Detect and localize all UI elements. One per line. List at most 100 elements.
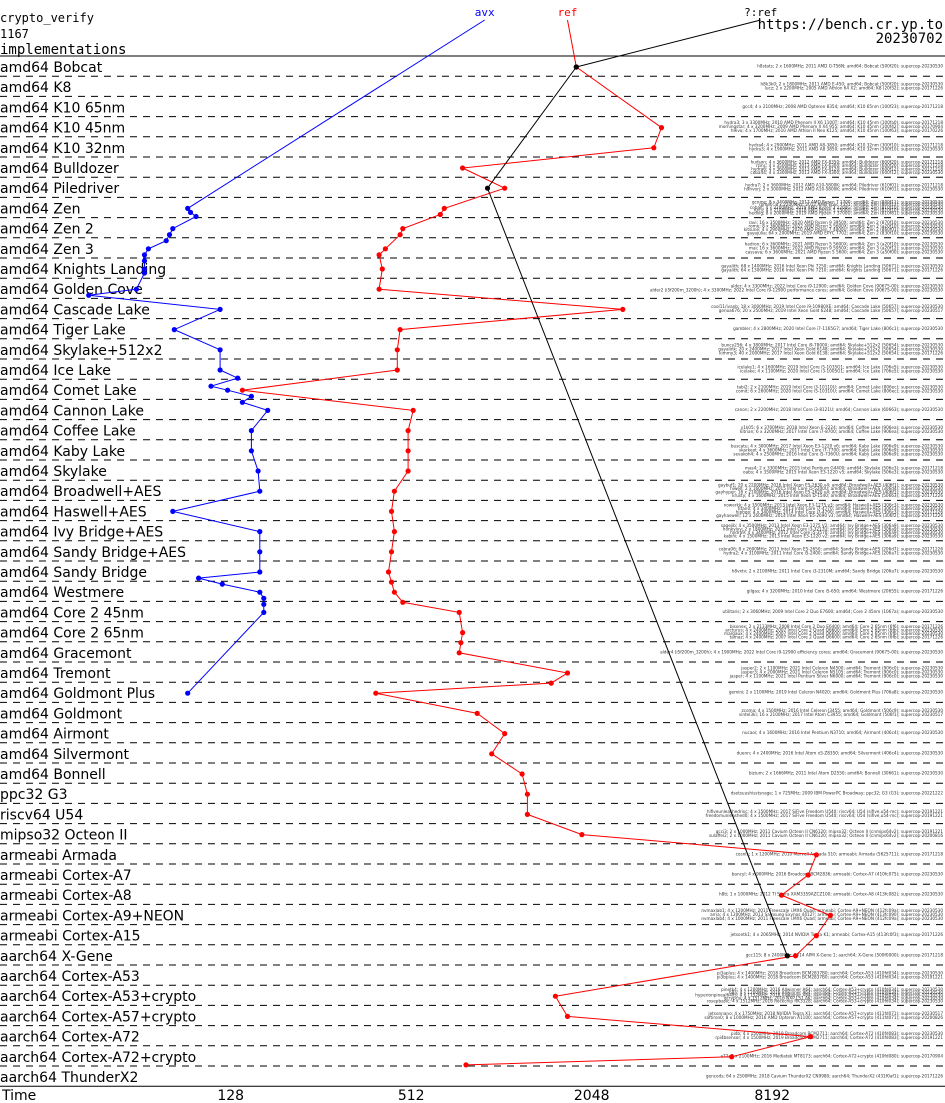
row-label: ppc32 G3 [0, 787, 68, 803]
row-label: amd64 Bobcat [0, 60, 103, 76]
machine-detail: utilitaris; 2 x 3060MHz; 2009 Intel Core… [723, 609, 944, 614]
row-label: amd64 Goldmont [0, 706, 123, 722]
row-label: armeabi Cortex-A7 [0, 868, 132, 884]
data-point [248, 393, 254, 399]
data-point [141, 266, 148, 272]
x-tick-label: 8192 [754, 1088, 790, 1103]
row-label: amd64 Goldmont Plus [0, 686, 155, 702]
machine-detail: sulaffel2; 2 x 1000MHz; 2011 Cavium Octe… [709, 833, 943, 838]
row-label: amd64 Gracemont [0, 646, 132, 662]
machine-detail: cobalt4; 4 x 3300MHz; 2013 AMD FX-4300; … [750, 170, 943, 175]
row: amd64 Silvermont duenn; 4 x 2400MHz; 2016… [0, 747, 945, 764]
machine-detail: nucaoi; 4 x 1600MHz; 2016 Intel Pentium … [742, 730, 943, 735]
row-label: amd64 Golden Cove [0, 282, 143, 298]
data-point [564, 1013, 571, 1020]
row-label: aarch64 Cortex-A53+crypto [0, 989, 196, 1005]
machine-detail: pinetk4; 4 x 1200MHz; 2016 Allwinner A64… [721, 987, 943, 992]
row: aarch64 ThunderX2 gencods; 64 x 2500MHz; … [0, 1070, 943, 1086]
data-point [217, 367, 223, 373]
machine-detail: jasper3; 4 x 2000MHz; 2021 Intel Celeron… [740, 670, 943, 675]
data-point [235, 375, 241, 381]
row: amd64 K10 32nm hydra4; 4 x 2900MHz; 2011 … [0, 141, 945, 158]
data-point [813, 852, 820, 858]
row: amd64 Airmont nucaoi; 4 x 1600MHz; 2016 I… [0, 727, 945, 744]
machine-detail: nowerkk; 4 x 3500MHz; 2013 Intel Xeon E3… [724, 503, 944, 508]
machine-detail: kitrian; 6 x 3200MHz; 2017 Intel Core i7… [740, 429, 943, 434]
data-point [564, 670, 571, 676]
row: amd64 Zen 3 hadron; 6 x 3600MHz; 2021 AMD… [0, 241, 945, 259]
data-point [651, 145, 657, 151]
row-label: amd64 Knights Landing [0, 262, 166, 278]
machine-detail: gemini; 2 x 1100MHz; 2019 Intel Celeron … [729, 690, 943, 695]
data-point [394, 347, 400, 353]
machine-detail: gcc4; 4 x 2100MHz; 2008 AMD Opteron 8354… [742, 104, 943, 109]
machine-detail: cosnis; 1 x 1200MHz; 2010 Marvell Armada… [736, 851, 944, 856]
row-label: amd64 Zen 3 [0, 242, 94, 258]
row-label: amd64 K8 [0, 80, 71, 96]
machine-detail: sevakoh4; 4 x 2500MHz; 2016 Intel Core i… [733, 451, 943, 456]
data-point [196, 575, 202, 581]
row: aarch64 Cortex-A53+crypto pinetk4; 4 x 12… [0, 987, 945, 1006]
data-point [141, 258, 148, 264]
machine-detail: hyperionpineal64lts; 4 x 1152MHz; 2016 A… [695, 993, 943, 998]
row-label: amd64 Zen 2 [0, 222, 94, 238]
series-leader-line [187, 19, 485, 209]
data-point [658, 125, 665, 131]
data-point [261, 609, 267, 616]
data-point [792, 953, 799, 959]
machine-detail: buncy256; 4 x 3800MHz; 2017 Intel Core i… [721, 342, 943, 347]
implementation-count: 1167 [0, 27, 29, 41]
data-point [257, 569, 263, 575]
row-label: amd64 Airmont [0, 727, 109, 743]
data-point [225, 387, 231, 393]
data-point [397, 232, 403, 238]
row-label: armeabi Cortex-A9+NEON [0, 908, 184, 924]
machine-detail: hydra4; 4 x 2900MHz; 2011 AMD A8-3850; a… [749, 142, 943, 147]
data-point [379, 266, 385, 272]
machine-detail: canon; 2 x 2200MHz; 2018 Intel Core i3-8… [735, 407, 944, 412]
data-point [248, 448, 254, 454]
machine-detail: alder; 4 x 3300MHz; 2022 Intel Core i9-1… [731, 284, 944, 289]
row: armeabi Cortex-A7 bancyl; 4 x 900MHz; 201… [0, 868, 945, 885]
data-point [257, 488, 263, 494]
data-point [519, 771, 525, 777]
data-point [394, 367, 400, 373]
data-point [208, 383, 214, 389]
implementations-heading: implementations [0, 42, 126, 58]
row: amd64 K8 h8k3k0; 2 x 1800MHz; 2011 AMD E-… [0, 80, 945, 97]
machine-detail: rome; 8 x 3600MHz; 2022 AMD Ryzen 5 5600… [748, 223, 943, 228]
row: amd64 Cascade Lake cool11/ivanb; 18 x 300… [0, 302, 945, 320]
machine-detail: gcnme; 8 x 3400MHz; 2017 AMD Ryzen 7 170… [752, 199, 943, 204]
machine-detail: bisonex; 2 x 2133MHz; 2008 Intel Core 2 … [730, 624, 944, 629]
row: amd64 Bobcat h8stats; 2 x 1600MHz; 2011 A… [0, 60, 945, 77]
machine-detail: rosepbasic; 4 x 1512MHz; 2016 Rockchip R… [707, 998, 943, 1003]
data-point [141, 270, 148, 276]
data-point [405, 428, 411, 434]
row: amd64 Zen gcnme; 8 x 3400MHz; 2017 AMD Ry… [0, 199, 945, 219]
machine-detail: jetsonnano; 4 x 1750MHz; 2018 NVIDIA Teg… [707, 1011, 943, 1016]
data-point [400, 226, 406, 232]
data-point [620, 306, 626, 312]
machine-detail: pi3aplus; 4 x 1400MHz; 2018 Broadcom BCM… [717, 971, 944, 976]
data-point [257, 529, 263, 535]
machine-detail: icelake; 4 x 1100MHz; 2020 Intel Core i3… [740, 369, 943, 374]
machine-detail: hydra3; 3 x 3300MHz; 2010 AMD Phenom II … [724, 120, 943, 125]
machine-detail: bizium; 2 x 1666MHz; 2011 Intel Atom D25… [749, 771, 944, 776]
row-label: amd64 Zen [0, 201, 80, 217]
row: amd64 Sandy Bridge+AES cobra06; 8 x 2600M… [0, 545, 945, 562]
row-label: amd64 Cascade Lake [0, 302, 150, 318]
row: armeabi Cortex-A8 h8ti; 1 x 1000MHz; 2012… [0, 888, 945, 905]
data-point [437, 211, 443, 218]
machine-detail: jasper2; 2 x 1100MHz; 2021 Intel Celeron… [740, 666, 943, 671]
data-point [489, 751, 495, 757]
machine-detail: hudson; 4 x 3600MHz; 2012 AMD FX-8350; a… [751, 159, 944, 164]
machine-detail: nzcs; 4 x 2100MHz; 2018 AMD Ryzen 5 2500… [754, 208, 944, 213]
data-point [502, 731, 508, 737]
data-point [171, 327, 177, 333]
data-point [524, 791, 531, 797]
row: amd64 Broadwell+AES gaybuf1; 20 x 2200MHz… [0, 482, 945, 501]
machine-detail: zcoma; 4 x 1500MHz; 2016 Intel Celeron J… [741, 708, 943, 713]
machine-detail: hedvig; 8 x 2000MHz; 2019 AMD Ryzen 7 37… [749, 211, 943, 216]
row-label: amd64 Core 2 65nm [0, 626, 144, 642]
machine-detail: buscatu; 4 x 3000MHz; 2017 Intel Xeon E3… [731, 443, 943, 448]
